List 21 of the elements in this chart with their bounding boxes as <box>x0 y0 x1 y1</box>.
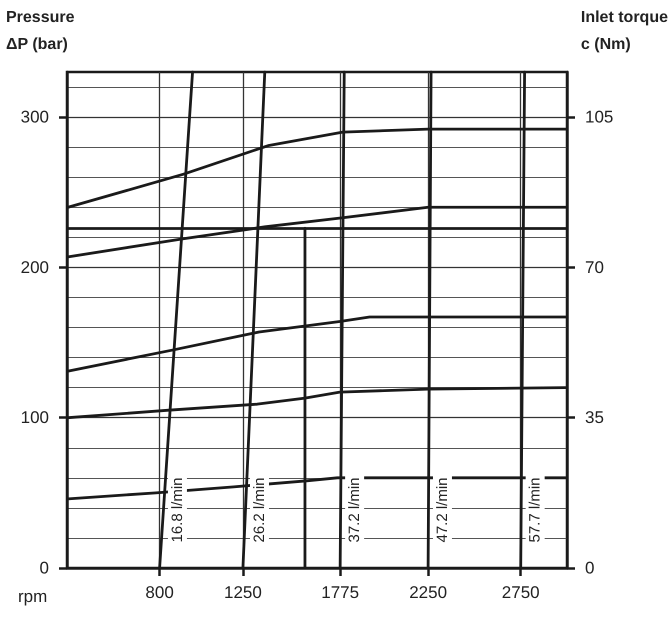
text: 57.7 l/min <box>526 477 544 543</box>
y2-tick-label: 70 <box>585 258 604 277</box>
y2-axis-title: Inlet torque c (Nm) <box>580 9 668 53</box>
y2-tick-label: 0 <box>585 558 594 578</box>
text: 16.8 l/min <box>168 477 186 543</box>
y-tick-label: 0 <box>40 558 49 578</box>
text: 26.2 l/min <box>250 477 268 543</box>
x-axis-title: rpm <box>18 587 48 606</box>
x-tick-label: 1775 <box>321 583 360 602</box>
y-tick-label: 300 <box>20 108 49 127</box>
y2-tick-label: 105 <box>585 108 614 127</box>
x-tick-label: 2250 <box>409 583 448 602</box>
y-tick-label: 100 <box>20 408 49 428</box>
y-axis-title: Pressure ΔP (bar) <box>6 9 75 53</box>
y-tick-label: 200 <box>20 258 49 277</box>
x-tick-label: 2750 <box>502 583 540 602</box>
y2-tick-label: 35 <box>585 408 604 428</box>
text: 47.2 l/min <box>434 477 451 543</box>
text: 37.2 l/min <box>346 477 364 543</box>
x-tick-label: 1250 <box>224 583 262 602</box>
x-tick-label: 800 <box>145 583 174 602</box>
